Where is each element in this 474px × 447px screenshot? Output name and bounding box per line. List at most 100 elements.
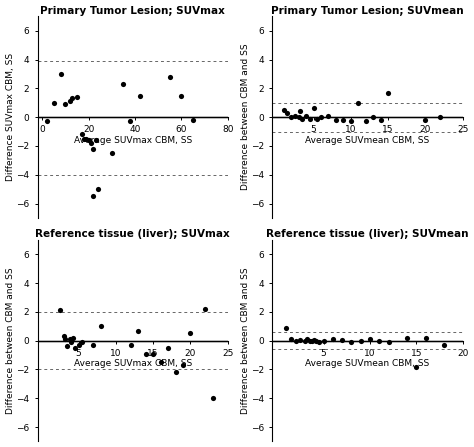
Point	[90, 342, 97, 349]
Point	[82, 135, 90, 142]
Point	[189, 116, 197, 123]
Point	[85, 137, 92, 144]
Point	[440, 342, 448, 349]
Point	[75, 342, 82, 349]
Point	[57, 70, 64, 77]
Point	[172, 369, 179, 376]
Point	[78, 131, 85, 138]
Point	[403, 334, 411, 342]
Point	[127, 342, 135, 349]
Point	[302, 112, 310, 119]
Point	[310, 105, 317, 112]
Point	[80, 135, 88, 142]
Point	[67, 338, 75, 346]
X-axis label: Average SUVmean CBM, SS: Average SUVmean CBM, SS	[305, 136, 430, 145]
Point	[338, 336, 346, 343]
Point	[157, 358, 164, 366]
X-axis label: Average SUVmax CBM, SS: Average SUVmax CBM, SS	[73, 136, 192, 145]
Point	[71, 344, 79, 351]
Title: Primary Tumor Lesion; SUVmax: Primary Tumor Lesion; SUVmax	[40, 5, 225, 16]
Point	[119, 80, 127, 88]
Point	[362, 118, 370, 125]
Point	[366, 336, 374, 343]
Point	[422, 334, 429, 342]
Point	[136, 92, 144, 99]
Point	[209, 395, 217, 402]
Title: Reference tissue (liver); SUVmax: Reference tissue (liver); SUVmax	[35, 229, 230, 239]
Title: Primary Tumor Lesion; SUVmean: Primary Tumor Lesion; SUVmean	[271, 5, 464, 16]
X-axis label: Average SUVmean CBM, SS: Average SUVmean CBM, SS	[305, 359, 430, 368]
Point	[142, 350, 149, 357]
Point	[61, 336, 69, 343]
Title: Reference tissue (liver); SUVmean: Reference tissue (liver); SUVmean	[266, 229, 469, 239]
Point	[135, 327, 142, 334]
Y-axis label: Difference SUVmax CBM, SS: Difference SUVmax CBM, SS	[6, 53, 15, 181]
Point	[64, 343, 71, 350]
Point	[108, 150, 116, 157]
Point	[178, 92, 185, 99]
Point	[329, 336, 337, 343]
Point	[90, 193, 97, 200]
Point	[50, 99, 57, 106]
Point	[310, 336, 318, 343]
Point	[287, 114, 295, 121]
Point	[73, 93, 81, 101]
Point	[56, 307, 64, 314]
Point	[79, 338, 86, 346]
Point	[315, 338, 323, 346]
Point	[201, 305, 209, 312]
Point	[287, 336, 295, 343]
Y-axis label: Difference between CBM and SS: Difference between CBM and SS	[240, 44, 249, 190]
Point	[90, 145, 97, 152]
Point	[69, 334, 76, 342]
Point	[301, 337, 309, 344]
Point	[43, 118, 51, 125]
Point	[295, 114, 302, 121]
Point	[187, 330, 194, 337]
Point	[312, 338, 320, 345]
Point	[375, 338, 383, 345]
Point	[97, 323, 105, 330]
Point	[87, 139, 95, 147]
Point	[60, 333, 67, 340]
Point	[62, 101, 69, 108]
Point	[422, 116, 429, 123]
Point	[164, 344, 172, 351]
Point	[306, 115, 314, 122]
Point	[357, 338, 365, 345]
Point	[317, 114, 325, 121]
Point	[306, 338, 313, 345]
Y-axis label: Difference between CBM and SS: Difference between CBM and SS	[6, 267, 15, 414]
Point	[69, 95, 76, 102]
Point	[332, 116, 340, 123]
Point	[292, 337, 300, 344]
Point	[309, 337, 316, 344]
Point	[347, 338, 355, 346]
Point	[355, 99, 362, 106]
X-axis label: Average SUVmax CBM, SS: Average SUVmax CBM, SS	[73, 359, 192, 368]
Point	[283, 324, 290, 331]
Point	[92, 137, 100, 144]
Point	[94, 186, 101, 193]
Point	[297, 336, 304, 343]
Point	[127, 118, 134, 125]
Point	[339, 116, 347, 123]
Point	[149, 350, 157, 357]
Point	[166, 73, 173, 80]
Point	[377, 116, 384, 123]
Point	[299, 115, 306, 122]
Point	[66, 336, 73, 343]
Point	[179, 362, 187, 369]
Point	[303, 336, 310, 343]
Point	[296, 108, 304, 115]
Point	[313, 115, 321, 122]
Point	[325, 112, 332, 119]
Point	[385, 338, 392, 346]
Point	[283, 109, 291, 116]
Point	[291, 112, 299, 119]
Point	[384, 89, 392, 96]
Point	[369, 114, 377, 121]
Point	[66, 98, 74, 105]
Point	[320, 337, 328, 344]
Point	[280, 106, 287, 114]
